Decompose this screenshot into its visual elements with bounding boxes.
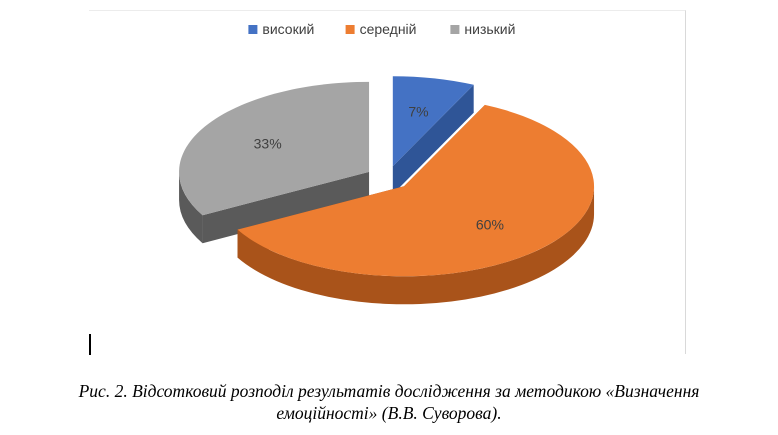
legend-item-2: низький xyxy=(450,21,515,37)
caption-line-1: Рис. 2. Відсотковий розподіл результатів… xyxy=(78,381,700,401)
pie-chart: високий середній низький 7% 33% 60% xyxy=(179,21,595,305)
slice-1-top xyxy=(237,104,595,277)
slice-0-wall-end xyxy=(392,84,474,195)
legend-swatch-0 xyxy=(248,25,258,34)
slice-2-wall-start xyxy=(202,171,370,244)
slice-2 xyxy=(179,81,370,244)
data-label-2: 33% xyxy=(254,135,282,151)
pie-slices xyxy=(179,76,595,305)
legend-label-2: низький xyxy=(464,21,515,37)
slice-1 xyxy=(237,104,595,305)
legend-label-0: високий xyxy=(262,21,314,37)
legend-label-1: середній xyxy=(360,21,417,37)
slice-2-top xyxy=(179,81,370,216)
legend-swatch-2 xyxy=(450,25,460,34)
slice-0-top xyxy=(392,76,474,167)
data-label-0: 7% xyxy=(408,104,428,120)
legend-item-0: високий xyxy=(248,21,314,37)
slice-2-side xyxy=(179,171,203,244)
chart-legend: високий середній низький xyxy=(248,21,515,37)
legend-swatch-1 xyxy=(345,25,355,34)
chart-border-tick xyxy=(89,334,91,355)
slice-0 xyxy=(392,76,474,195)
figure-caption: Рис. 2. Відсотковий розподіл результатів… xyxy=(0,380,778,424)
data-label-1: 60% xyxy=(476,216,504,232)
caption-line-2: емоційності» (В.В. Суворова). xyxy=(276,403,502,423)
chart-area xyxy=(89,10,686,354)
data-labels: 7% 33% 60% xyxy=(254,104,504,233)
slice-1-side xyxy=(237,186,595,305)
legend-item-1: середній xyxy=(345,21,417,37)
